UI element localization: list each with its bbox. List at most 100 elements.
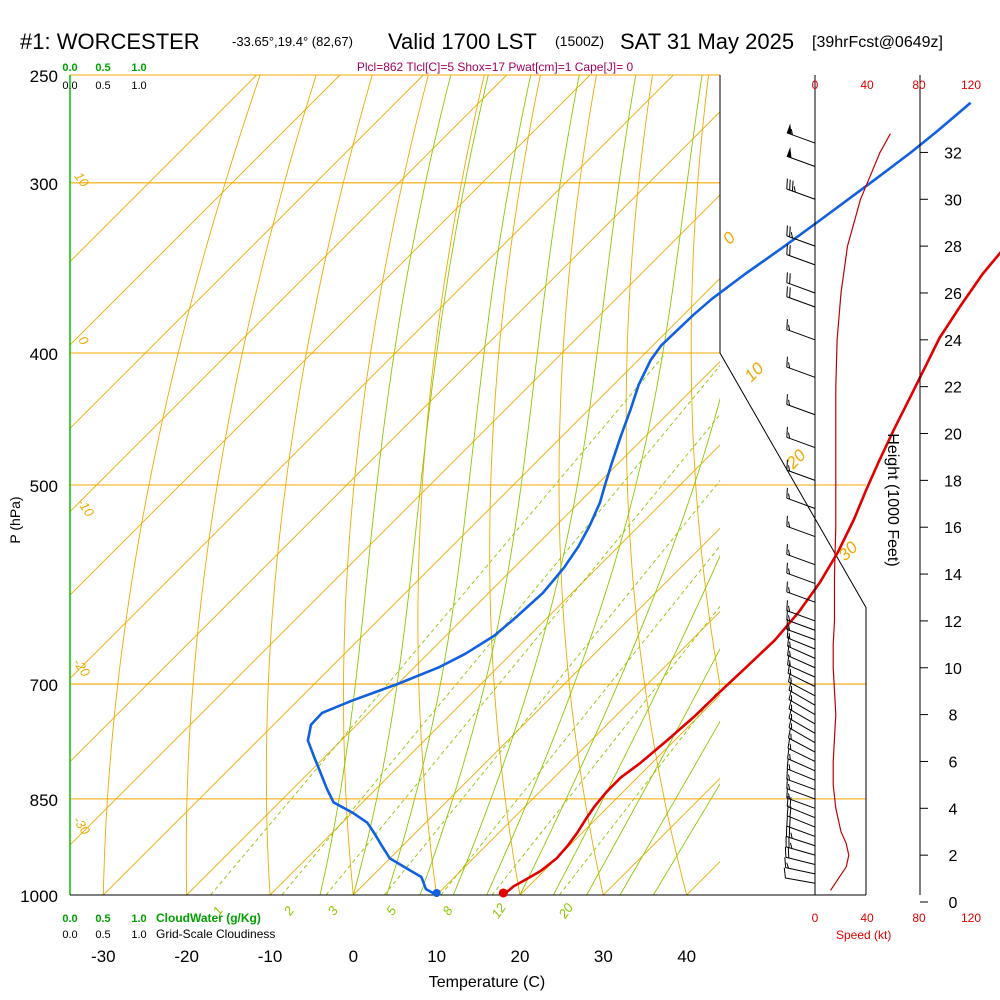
isotherm-label: -10 (74, 495, 98, 520)
mixing-ratio-line (210, 352, 667, 895)
wind-barb-feather (786, 459, 788, 471)
wind-barb (786, 178, 816, 200)
wind-barb-staff (788, 708, 816, 725)
wind-barb-feather (788, 764, 791, 771)
wind-barb-staff (786, 815, 816, 828)
wind-barb-staff (787, 747, 816, 762)
wind-barb (786, 581, 816, 603)
wind-barb-feather (786, 515, 788, 527)
valid-date: SAT 31 May 2025 (620, 29, 794, 54)
temp-tick-label: 0 (349, 947, 358, 966)
wind-barb (786, 394, 816, 416)
wind-barb-feather (786, 862, 790, 869)
speed-tick-label: 40 (860, 78, 874, 92)
wind-barb-feather (789, 660, 791, 667)
mixing-ratio-line (383, 479, 720, 895)
wind-barb (786, 459, 816, 481)
wind-barb (786, 795, 816, 819)
isotherm-label: 0 (75, 333, 92, 348)
wind-barb-feather (786, 244, 788, 255)
moist-adiabat (319, 75, 452, 895)
wind-speed-profile (830, 133, 891, 891)
wind-barb-feather (790, 232, 793, 239)
wind-barb-flag (786, 123, 792, 135)
wind-barb-staff (788, 699, 816, 716)
plot-boundary (69, 75, 867, 896)
pressure-tick-label: 300 (30, 175, 58, 194)
wind-barb-staff (786, 788, 816, 800)
thermo-background (70, 75, 1000, 895)
wind-barb-feather (788, 324, 791, 331)
height-tick-label: 20 (944, 427, 962, 444)
dry-adiabat (265, 75, 373, 895)
isotherm-line (70, 75, 424, 429)
pressure-tick-label: 400 (30, 345, 58, 364)
dry-adiabat (933, 75, 1000, 895)
height-tick-label: 0 (949, 895, 958, 912)
cloudiness-scale-label: 0.0 (62, 929, 77, 941)
wind-barb-feather (786, 487, 788, 499)
cloudiness-scale-label: 0.5 (95, 929, 110, 941)
speed-axis-label: Speed (kt) (836, 928, 891, 942)
wind-barb-feather (786, 319, 788, 330)
wind-barb-staff (788, 717, 816, 734)
speed-tick-label: 0 (812, 911, 819, 925)
wind-barb-feather (786, 795, 789, 807)
cloudwater-scale-label: 1.0 (131, 913, 146, 925)
mixing-ratio-label: 5 (383, 903, 400, 918)
pressure-tick-label: 850 (30, 791, 58, 810)
wind-barb (786, 244, 816, 266)
wind-barb-feather (787, 737, 791, 749)
wind-barb-feather (788, 493, 791, 500)
wind-barb-feather (788, 521, 791, 528)
wind-barb-feather (788, 774, 791, 781)
height-tick-label: 22 (944, 380, 962, 397)
wind-barb (786, 487, 816, 509)
cloudwater-scale-label: 1.0 (131, 62, 146, 74)
wind-barb-feather (788, 605, 791, 612)
moist-adiabat (652, 783, 720, 895)
wind-barb-feather (787, 635, 790, 647)
wind-barb (786, 286, 816, 308)
forecast-info: [39hrFcst@0649z] (812, 34, 943, 51)
wind-barb-feather (789, 668, 792, 675)
cloudiness-scale-label: 1.0 (131, 80, 146, 92)
height-tick-label: 10 (944, 661, 962, 678)
wind-barb-staff (786, 254, 816, 266)
pressure-tick-label: 1000 (20, 887, 58, 906)
wind-barb-staff (786, 553, 816, 566)
wind-barb-feather (789, 226, 791, 237)
station-coords: -33.65°,19.4° (82,67) (232, 34, 353, 49)
height-tick-label: 30 (944, 192, 962, 209)
wind-barb-feather (784, 857, 787, 868)
wind-barb-feather (788, 793, 791, 800)
dry-adiabat (625, 75, 688, 895)
wind-barb (786, 426, 816, 449)
wind-barb-staff (787, 758, 816, 772)
wind-barb-feather (786, 178, 788, 190)
wind-barb (787, 748, 816, 772)
wind-barb-staff (786, 436, 816, 449)
wind-barb-staff (786, 628, 816, 641)
isobar-lines (70, 74, 866, 896)
wind-barb-staff (786, 469, 816, 481)
wind-barb-feather (789, 273, 791, 284)
wind-barb (786, 319, 816, 341)
wind-barb (786, 600, 816, 622)
height-tick-label: 12 (944, 614, 962, 631)
wind-barb-staff (786, 282, 816, 294)
cloudiness-scale-label: 0.5 (95, 80, 110, 92)
wind-barb (786, 758, 816, 781)
wind-barb (787, 662, 816, 687)
wind-barb-feather (786, 394, 788, 405)
wind-barb (784, 846, 816, 866)
wind-barb-feather (788, 624, 791, 631)
wind-barb (787, 635, 816, 659)
surface-dewpoint-marker (432, 889, 441, 897)
wind-barb-flag (786, 146, 792, 158)
wind-barb-staff (788, 689, 816, 706)
moist-adiabat (519, 397, 720, 895)
